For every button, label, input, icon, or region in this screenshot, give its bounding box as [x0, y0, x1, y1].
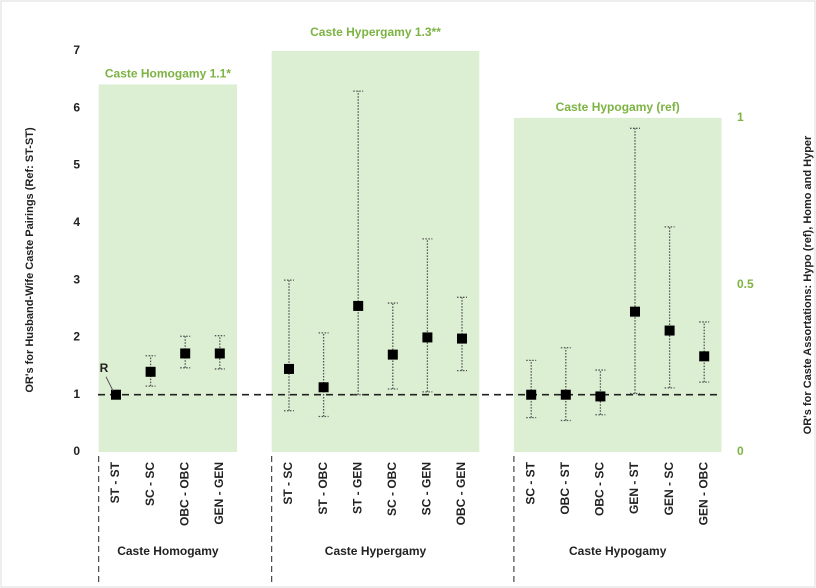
x-tick-label: SC - SC	[143, 462, 157, 506]
y-tick-label: 1	[73, 387, 80, 401]
y-tick-label: 7	[73, 43, 80, 57]
annotation: R	[100, 361, 109, 375]
point	[353, 300, 364, 311]
x-tick-label: GEN - ST	[627, 461, 641, 514]
error-bar	[422, 238, 433, 393]
band	[513, 117, 722, 452]
error-bar	[560, 347, 571, 422]
point	[560, 389, 571, 400]
point	[145, 366, 156, 377]
group-label: Caste Hypogamy	[569, 544, 667, 558]
y-tick-label: 5	[73, 158, 80, 172]
point	[457, 333, 467, 344]
x-tick-label: SC - ST	[523, 461, 537, 504]
error-bar	[387, 302, 398, 390]
error-bar	[526, 359, 537, 419]
point	[630, 306, 640, 317]
y2-tick-label: 0	[737, 444, 744, 458]
y2-tick-label: 1	[737, 110, 744, 124]
y-tick-label: 0	[73, 444, 80, 458]
error-bar	[630, 127, 640, 395]
point	[699, 351, 710, 362]
x-tick-label: SC - GEN	[420, 462, 434, 515]
point	[595, 391, 606, 402]
point	[664, 325, 675, 336]
band-label: Caste Hypogamy (ref)	[556, 100, 680, 114]
point	[284, 363, 294, 374]
x-tick-label: GEN - OBC	[696, 462, 710, 526]
bands	[98, 51, 722, 452]
error-bar	[284, 279, 294, 412]
x-tick-label: OBC - ST	[558, 461, 572, 514]
point	[422, 332, 433, 343]
band	[98, 84, 238, 452]
y2-axis-label: OR's for Caste Assortations: Hypo (ref),…	[802, 135, 814, 434]
group-label: Caste Hypergamy	[325, 544, 427, 558]
point	[214, 348, 225, 359]
y-tick-label: 2	[73, 330, 80, 344]
band-label: Caste Hypergamy 1.3**	[310, 25, 441, 39]
error-bar	[214, 335, 225, 370]
group-label: Caste Homogamy	[117, 544, 219, 558]
band-label: Caste Homogamy 1.1*	[105, 67, 231, 81]
y-tick-label: 3	[73, 272, 80, 286]
x-tick-label: OBC - OBC	[177, 462, 191, 526]
x-tick-label: OBC - GEN	[454, 462, 468, 525]
point	[387, 349, 398, 360]
x-tick-label: SC - OBC	[385, 462, 399, 516]
band	[271, 51, 480, 452]
x-tick-label: GEN - SC	[662, 462, 676, 516]
x-tick-label: GEN - GEN	[212, 462, 226, 525]
error-bar	[318, 332, 329, 418]
x-tick-label: ST - GEN	[350, 462, 364, 514]
y-tick-label: 4	[73, 215, 80, 229]
error-bar	[353, 90, 364, 396]
y-tick-label: 6	[73, 100, 80, 114]
x-tick-label: OBC - SC	[593, 462, 607, 516]
y-axis-label: OR's for Husband-Wife Caste Pairings (Re…	[24, 127, 36, 393]
x-tick-label: ST - SC	[281, 462, 295, 505]
annotation-arrow	[105, 376, 114, 391]
x-tick-label: ST - OBC	[316, 462, 330, 515]
point	[180, 348, 191, 359]
point	[318, 382, 329, 393]
x-tick-label: ST - ST	[108, 461, 122, 503]
point	[526, 389, 537, 400]
point	[111, 389, 121, 400]
y2-tick-label: 0.5	[737, 277, 754, 291]
